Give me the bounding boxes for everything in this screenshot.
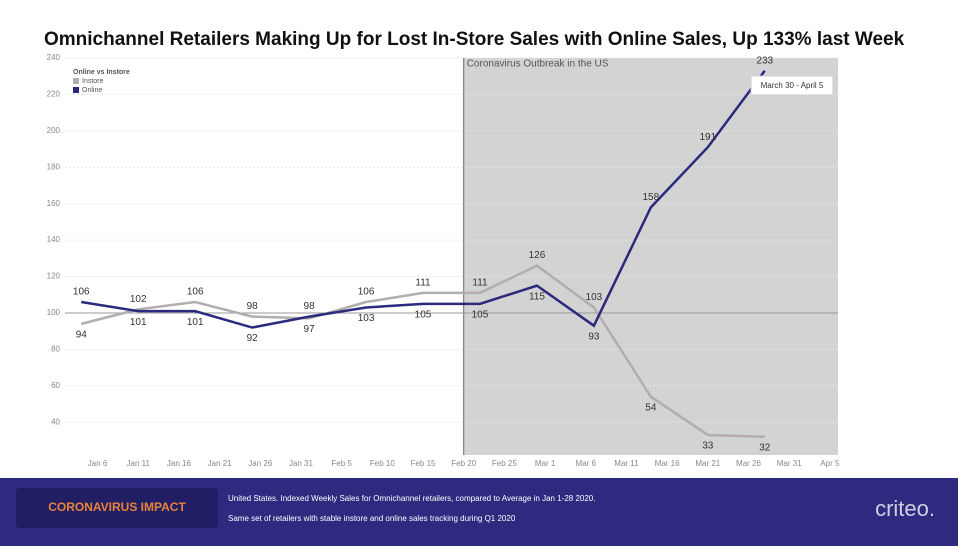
data-label: 111 bbox=[472, 278, 488, 289]
data-label: 97 bbox=[304, 324, 316, 335]
x-tick-label: Apr 5 bbox=[820, 459, 840, 468]
x-tick-label: Jan 6 bbox=[88, 459, 108, 468]
y-tick-label: 60 bbox=[51, 381, 60, 390]
x-tick-label: Jan 31 bbox=[289, 459, 314, 468]
data-label: 103 bbox=[586, 292, 603, 303]
x-tick-label: Mar 21 bbox=[695, 459, 720, 468]
y-tick-label: 160 bbox=[47, 199, 61, 208]
x-tick-label: Mar 11 bbox=[614, 459, 639, 468]
legend-title: Online vs Instore bbox=[73, 69, 130, 76]
legend-label: Online bbox=[82, 87, 102, 94]
footer-note: Same set of retailers with stable instor… bbox=[228, 514, 516, 523]
legend-swatch bbox=[73, 87, 79, 93]
x-tick-label: Mar 6 bbox=[576, 459, 597, 468]
data-label: 54 bbox=[645, 402, 657, 413]
data-label: 111 bbox=[415, 278, 431, 289]
badge-text: CORONAVIRUS IMPACT bbox=[48, 500, 186, 514]
data-label: 106 bbox=[358, 287, 375, 298]
y-tick-label: 200 bbox=[47, 126, 61, 135]
data-label: 98 bbox=[247, 301, 259, 312]
legend-label: Instore bbox=[82, 78, 104, 85]
chart-title: Omnichannel Retailers Making Up for Lost… bbox=[44, 29, 905, 50]
data-label: 105 bbox=[415, 309, 432, 320]
data-label: 32 bbox=[759, 442, 771, 453]
footer-note: United States. Indexed Weekly Sales for … bbox=[228, 494, 595, 503]
shaded-region bbox=[463, 58, 838, 455]
x-tick-label: Feb 25 bbox=[492, 459, 517, 468]
data-label: 102 bbox=[130, 294, 147, 305]
data-label: 101 bbox=[130, 317, 147, 328]
tooltip-box bbox=[750, 75, 834, 96]
y-tick-label: 120 bbox=[47, 272, 61, 281]
legend-swatch bbox=[73, 78, 79, 84]
x-tick-label: Feb 5 bbox=[331, 459, 352, 468]
data-label: 158 bbox=[643, 192, 660, 203]
data-label: 98 bbox=[304, 301, 316, 312]
x-tick-label: Mar 26 bbox=[736, 459, 761, 468]
badge bbox=[16, 488, 218, 528]
x-tick-label: Mar 31 bbox=[777, 459, 802, 468]
x-tick-label: Jan 21 bbox=[208, 459, 233, 468]
x-tick-label: Feb 15 bbox=[411, 459, 436, 468]
series-line bbox=[81, 70, 766, 329]
data-label: 93 bbox=[588, 331, 600, 342]
data-label: 101 bbox=[187, 317, 204, 328]
logo: criteo. bbox=[875, 496, 935, 521]
y-tick-label: 40 bbox=[51, 417, 60, 426]
y-tick-label: 240 bbox=[47, 53, 61, 62]
y-tick-label: 80 bbox=[51, 344, 60, 353]
data-label: 106 bbox=[187, 287, 204, 298]
x-tick-label: Mar 16 bbox=[655, 459, 680, 468]
y-tick-label: 220 bbox=[47, 90, 61, 99]
series-line bbox=[80, 264, 765, 439]
data-label: 103 bbox=[358, 313, 375, 324]
y-tick-label: 140 bbox=[47, 235, 61, 244]
y-tick-label: 100 bbox=[47, 308, 61, 317]
data-label: 106 bbox=[73, 287, 90, 298]
data-label: 126 bbox=[529, 250, 546, 261]
x-tick-label: Feb 10 bbox=[370, 459, 395, 468]
data-label: 115 bbox=[529, 291, 545, 302]
x-tick-label: Mar 1 bbox=[535, 459, 556, 468]
data-label: 92 bbox=[247, 333, 259, 344]
data-label: 94 bbox=[76, 330, 88, 341]
tooltip: March 30 - April 5 bbox=[761, 81, 824, 90]
x-tick-label: Jan 11 bbox=[127, 459, 151, 468]
y-tick-label: 180 bbox=[47, 162, 61, 171]
x-tick-label: Jan 16 bbox=[167, 459, 192, 468]
data-label: 105 bbox=[472, 309, 489, 320]
x-tick-label: Feb 20 bbox=[451, 459, 476, 468]
x-tick-label: Jan 26 bbox=[248, 459, 273, 468]
annotation: Coronavirus Outbreak in the US bbox=[467, 59, 609, 70]
data-label: 191 bbox=[699, 132, 716, 143]
data-label: 233 bbox=[756, 55, 773, 66]
data-label: 33 bbox=[702, 441, 714, 452]
